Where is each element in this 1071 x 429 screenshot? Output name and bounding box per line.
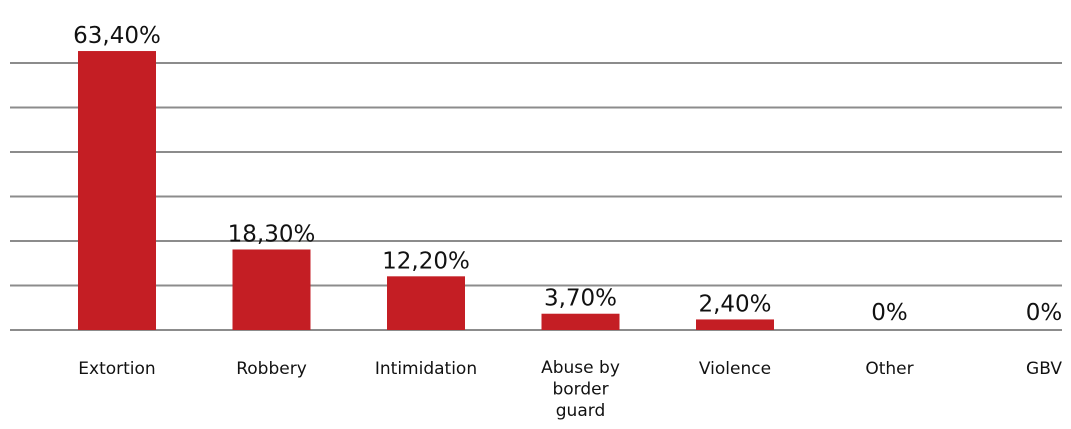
category-label: Abuse by border guard — [541, 358, 620, 421]
category-label-line: Abuse by — [541, 358, 620, 378]
category-label: Violence — [699, 359, 771, 379]
category-labels: Extortion Robbery Intimidation Abuse by bord… — [78, 358, 1062, 421]
category-label: Extortion — [78, 359, 155, 379]
category-label: Robbery — [236, 359, 307, 379]
category-label-line: Other — [865, 359, 913, 379]
bar-robbery — [232, 249, 311, 330]
category-label-line: GBV — [1026, 359, 1062, 379]
data-label: 0% — [1026, 300, 1063, 326]
category-label-line: guard — [556, 401, 605, 421]
data-label: 0% — [871, 300, 908, 326]
category-label-line: Violence — [699, 359, 771, 379]
bar-intimidation — [387, 276, 465, 330]
category-label-line: Extortion — [78, 359, 155, 379]
category-label-line: Robbery — [236, 359, 307, 379]
data-label: 18,30% — [228, 221, 316, 247]
data-labels: 63,40% 18,30% 12,20% 3,70% 2,40% 0% 0% — [73, 23, 1062, 326]
data-label: 63,40% — [73, 23, 161, 49]
category-label: Other — [865, 359, 913, 379]
bar-extortion — [78, 51, 156, 330]
bar-abuse-by-border-guard — [541, 313, 620, 330]
data-label: 2,40% — [698, 291, 771, 317]
category-label: Intimidation — [375, 359, 477, 379]
data-label: 3,70% — [544, 286, 617, 312]
category-label-line: border — [552, 380, 608, 400]
bar-violence — [696, 319, 774, 330]
data-label: 12,20% — [382, 248, 470, 274]
gridlines — [10, 62, 1062, 331]
category-label: GBV — [1026, 359, 1062, 379]
category-label-line: Intimidation — [375, 359, 477, 379]
bars — [78, 51, 774, 330]
